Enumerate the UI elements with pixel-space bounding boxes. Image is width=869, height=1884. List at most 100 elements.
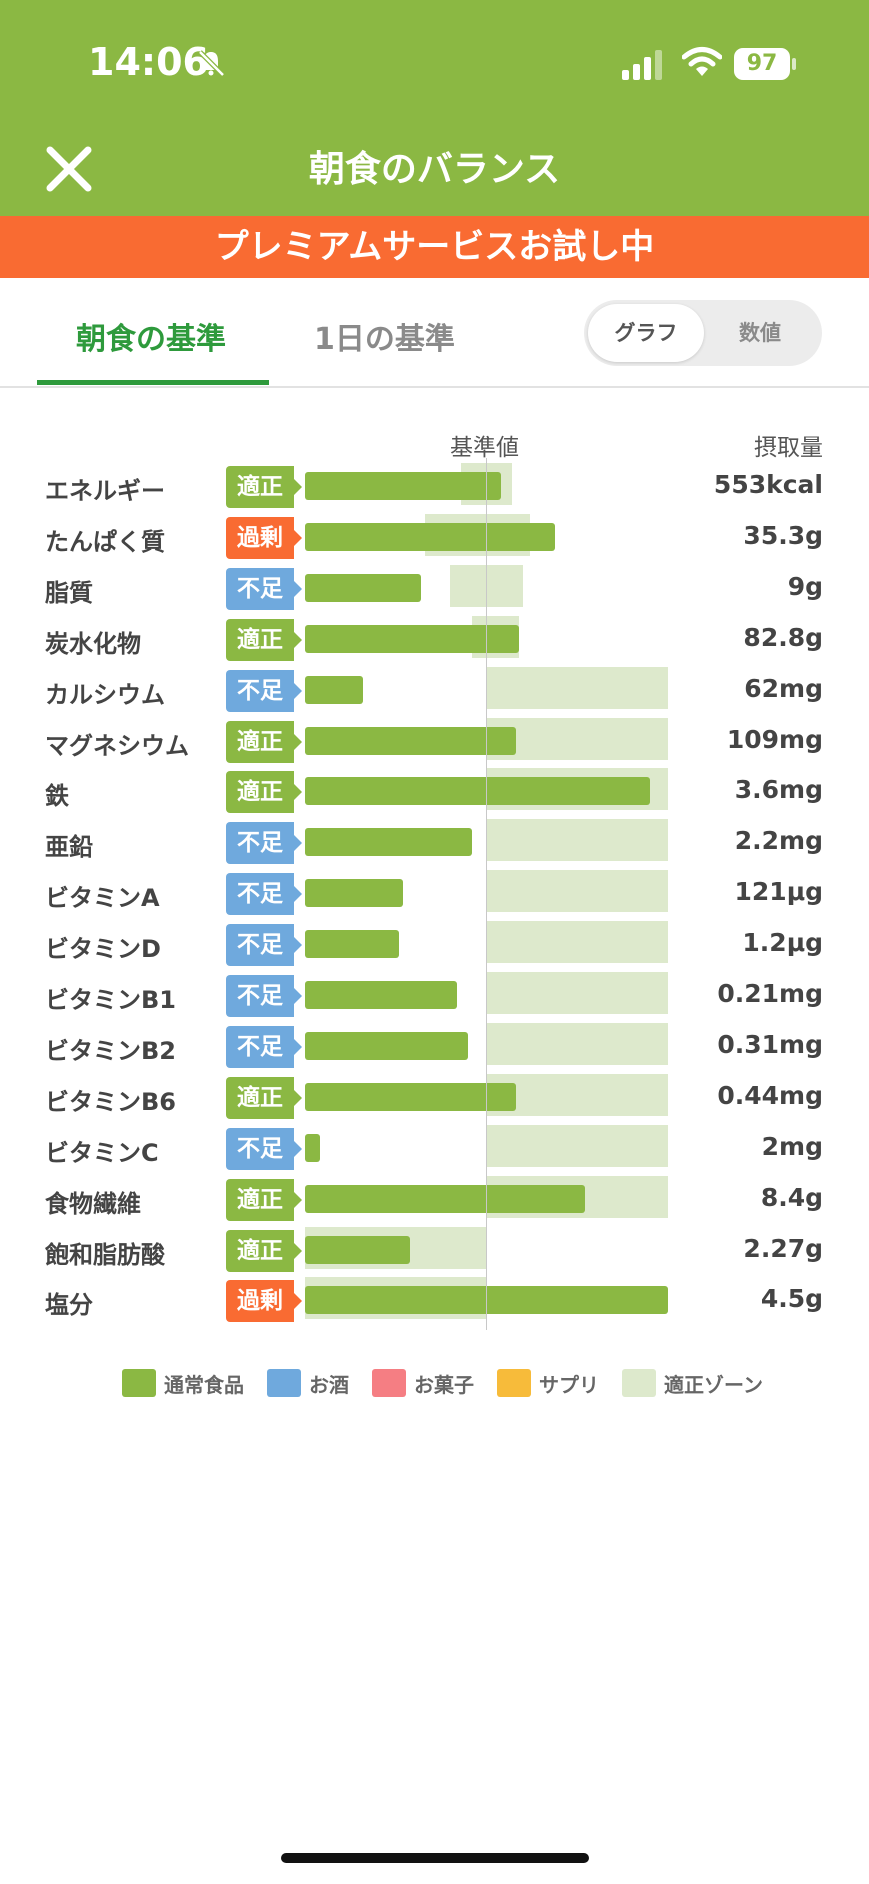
status-badge: 不足 — [226, 1025, 302, 1068]
intake-value: 4.5g — [760, 1284, 823, 1314]
intake-bar — [305, 1082, 516, 1111]
nutrient-name: 脂質 — [45, 578, 93, 607]
intake-value: 2.27g — [743, 1233, 823, 1263]
nutrient-row: ビタミンA 不足 121μg — [0, 869, 869, 920]
intake-bar — [305, 1235, 411, 1264]
optimal-zone — [486, 921, 668, 964]
intake-value: 9g — [787, 571, 823, 601]
graph-view-button[interactable]: グラフ — [588, 304, 704, 362]
intake-value: 553kcal — [713, 470, 823, 499]
nutrient-row: 亜鉛 不足 2.2mg — [0, 818, 869, 869]
status-badge: 過剰 — [226, 516, 302, 559]
intake-value: 2.2mg — [734, 826, 823, 856]
legend-label: 適正ゾーン — [664, 1372, 763, 1397]
reference-value-header: 基準値 — [450, 435, 519, 461]
intake-bar — [305, 573, 422, 602]
nutrient-row: 飽和脂肪酸 適正 2.27g — [0, 1226, 869, 1277]
value-view-button[interactable]: 数値 — [739, 321, 781, 345]
nutrient-row: ビタミンD 不足 1.2μg — [0, 920, 869, 971]
nutrient-name: エネルギー — [45, 477, 165, 505]
nutrient-row: ビタミンB2 不足 0.31mg — [0, 1022, 869, 1073]
close-icon[interactable] — [44, 144, 94, 194]
intake-value: 109mg — [726, 724, 823, 754]
intake-value: 0.31mg — [717, 1029, 823, 1059]
nutrient-row: 塩分 過剰 4.5g — [0, 1276, 869, 1327]
optimal-zone — [486, 1073, 668, 1116]
nutrient-row: ビタミンB1 不足 0.21mg — [0, 971, 869, 1022]
legend-item: 通常食品 — [122, 1369, 244, 1398]
tab-breakfast-standard[interactable]: 朝食の基準 — [76, 322, 226, 357]
nutrient-name: 炭水化物 — [45, 629, 141, 658]
page-title: 朝食のバランス — [308, 149, 561, 190]
nutrient-name: カルシウム — [45, 680, 165, 709]
legend-item: サプリ — [497, 1369, 599, 1398]
home-indicator — [281, 1853, 589, 1863]
view-toggle: グラフ 数値 — [584, 300, 822, 366]
optimal-zone — [486, 717, 668, 760]
nutrient-row: 炭水化物 適正 82.8g — [0, 615, 869, 666]
optimal-zone — [486, 819, 668, 862]
intake-value: 8.4g — [760, 1182, 823, 1212]
nutrient-row: ビタミンB6 適正 0.44mg — [0, 1073, 869, 1124]
nutrient-name: マグネシウム — [45, 731, 189, 760]
nutrient-row: たんぱく質 過剰 35.3g — [0, 513, 869, 564]
intake-bar — [305, 879, 403, 908]
legend-swatch — [267, 1369, 301, 1397]
intake-bar — [305, 472, 502, 500]
intake-bar — [305, 828, 472, 857]
intake-value: 2mg — [761, 1131, 823, 1161]
optimal-zone — [486, 972, 668, 1014]
premium-trial-banner[interactable]: プレミアムサービスお試し中 — [0, 216, 869, 278]
legend-item: お菓子 — [372, 1369, 474, 1398]
nutrient-row: エネルギー 適正 553kcal — [0, 462, 869, 513]
intake-value: 82.8g — [743, 622, 823, 652]
status-badge: 適正 — [226, 1178, 302, 1221]
status-badge: 不足 — [226, 873, 302, 916]
legend-item: 適正ゾーン — [622, 1369, 763, 1398]
intake-value: 1.2μg — [742, 928, 823, 958]
nutrient-row: 鉄 適正 3.6mg — [0, 767, 869, 818]
status-badge: 適正 — [226, 1229, 302, 1272]
intake-value: 35.3g — [743, 520, 823, 550]
intake-bar — [305, 1031, 469, 1060]
bell-muted-icon — [198, 50, 225, 77]
legend-item: お酒 — [267, 1369, 349, 1398]
chart-legend: 通常食品 お酒 お菓子 サプリ 適正ゾーン — [122, 1368, 786, 1398]
nutrient-row: 脂質 不足 9g — [0, 564, 869, 615]
intake-value: 121μg — [734, 877, 823, 907]
status-badge: 不足 — [226, 924, 302, 967]
status-badge: 不足 — [226, 1127, 302, 1170]
intake-bar — [305, 777, 650, 806]
nutrient-row: 食物繊維 適正 8.4g — [0, 1175, 869, 1226]
nutrient-name: ビタミンD — [45, 935, 161, 964]
intake-value: 62mg — [744, 673, 823, 703]
legend-swatch — [622, 1369, 656, 1397]
intake-value: 0.21mg — [717, 979, 823, 1008]
status-badge: 過剰 — [226, 1280, 302, 1323]
nutrient-name: ビタミンB1 — [45, 986, 176, 1014]
legend-label: お酒 — [309, 1372, 349, 1397]
status-badge: 不足 — [226, 975, 302, 1017]
reference-line — [486, 458, 487, 1330]
wifi-icon — [682, 47, 722, 76]
status-badge: 適正 — [226, 618, 302, 661]
intake-bar — [305, 981, 458, 1009]
tab-bar: 朝食の基準 1日の基準 グラフ 数値 — [0, 278, 869, 388]
nutrient-name: ビタミンC — [45, 1138, 159, 1167]
status-badge: 不足 — [226, 567, 302, 610]
status-badge: 適正 — [226, 1076, 302, 1119]
legend-swatch — [122, 1369, 156, 1397]
intake-header: 摂取量 — [754, 435, 823, 461]
optimal-zone — [486, 870, 668, 913]
intake-value: 0.44mg — [717, 1080, 823, 1110]
nutrient-name: 飽和脂肪酸 — [45, 1240, 165, 1269]
status-time: 14:06 — [88, 40, 209, 84]
tab-daily-standard[interactable]: 1日の基準 — [314, 322, 455, 357]
intake-bar — [305, 1133, 320, 1162]
intake-value: 3.6mg — [734, 775, 823, 805]
nutrient-name: たんぱく質 — [45, 527, 165, 556]
legend-label: お菓子 — [414, 1372, 474, 1397]
status-badge: 適正 — [226, 771, 302, 814]
status-badge: 適正 — [226, 720, 302, 763]
nutrient-name: 塩分 — [45, 1291, 93, 1320]
